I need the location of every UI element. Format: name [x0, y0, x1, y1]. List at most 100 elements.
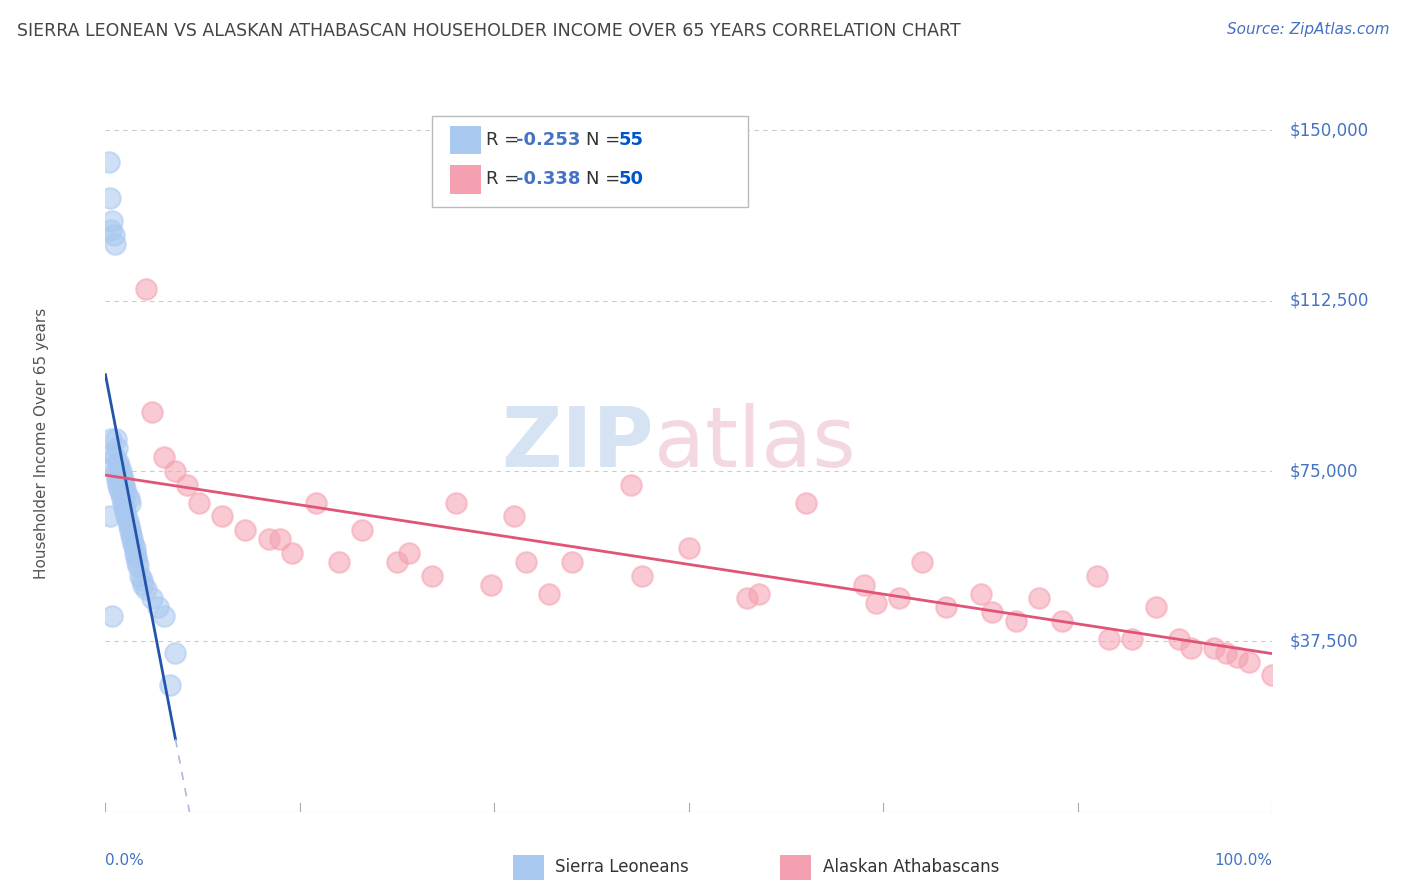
Point	[852, 577, 875, 591]
Point	[115, 509, 138, 524]
Point	[479, 577, 502, 591]
Point	[108, 459, 131, 474]
Point	[104, 464, 127, 478]
Point	[108, 482, 131, 496]
Point	[235, 523, 257, 537]
Point	[304, 496, 326, 510]
Point	[935, 600, 957, 615]
Point	[100, 223, 122, 237]
Point	[911, 555, 934, 569]
Point	[1028, 591, 1050, 606]
Point	[122, 537, 145, 551]
Text: 100.0%: 100.0%	[1215, 853, 1272, 868]
Text: -0.338: -0.338	[516, 170, 581, 188]
Point	[112, 500, 135, 515]
Point	[111, 473, 134, 487]
Point	[1098, 632, 1121, 646]
Point	[153, 609, 174, 624]
Point	[176, 477, 198, 491]
Point	[107, 455, 129, 469]
Point	[153, 450, 174, 465]
Point	[107, 477, 129, 491]
Point	[1004, 614, 1026, 628]
Point	[103, 459, 125, 474]
Point	[970, 587, 993, 601]
Point	[1226, 650, 1249, 665]
Text: R =: R =	[486, 170, 526, 188]
Point	[101, 609, 124, 624]
Point	[125, 555, 148, 569]
Point	[420, 568, 443, 582]
Text: ZIP: ZIP	[502, 403, 654, 484]
Point	[98, 192, 121, 206]
Point	[328, 555, 350, 569]
Point	[118, 491, 141, 506]
Point	[118, 523, 141, 537]
Point	[112, 477, 135, 491]
Point	[127, 559, 149, 574]
Point	[105, 468, 128, 483]
Point	[631, 568, 654, 582]
Point	[537, 587, 560, 601]
Point	[98, 509, 121, 524]
Point	[678, 541, 700, 556]
Point	[141, 405, 163, 419]
Point	[114, 482, 136, 496]
Point	[187, 496, 209, 510]
Point	[111, 491, 134, 506]
Point	[135, 282, 157, 296]
Point	[385, 555, 409, 569]
Point	[515, 555, 537, 569]
Point	[105, 442, 128, 456]
Point	[115, 487, 138, 501]
Point	[444, 496, 467, 510]
Point	[281, 546, 304, 560]
Point	[125, 550, 148, 565]
Point	[104, 450, 127, 465]
Point	[211, 509, 233, 524]
Point	[114, 505, 136, 519]
Point	[737, 591, 759, 606]
Text: 50: 50	[619, 170, 644, 188]
Text: atlas: atlas	[654, 403, 856, 484]
Text: $112,500: $112,500	[1289, 292, 1369, 310]
Point	[111, 496, 134, 510]
Text: $75,000: $75,000	[1289, 462, 1358, 480]
Point	[124, 546, 146, 560]
Point	[132, 577, 155, 591]
Point	[398, 546, 420, 560]
Point	[1215, 646, 1237, 660]
Point	[865, 596, 887, 610]
Point	[887, 591, 910, 606]
Point	[97, 155, 120, 169]
Point	[104, 432, 127, 446]
Point	[110, 464, 132, 478]
Point	[101, 446, 124, 460]
Point	[101, 214, 124, 228]
Point	[135, 582, 157, 596]
Point	[118, 496, 141, 510]
Text: R =: R =	[486, 131, 526, 149]
Text: Householder Income Over 65 years: Householder Income Over 65 years	[34, 308, 49, 580]
Text: -0.253: -0.253	[516, 131, 581, 149]
Point	[503, 509, 526, 524]
Point	[165, 464, 187, 478]
Point	[561, 555, 583, 569]
Point	[159, 677, 181, 691]
Point	[111, 468, 134, 483]
Text: N =: N =	[586, 170, 626, 188]
Point	[270, 532, 292, 546]
Point	[619, 477, 641, 491]
Text: N =: N =	[586, 131, 626, 149]
Point	[110, 487, 132, 501]
Point	[141, 591, 163, 606]
Text: $150,000: $150,000	[1289, 121, 1369, 139]
Point	[1052, 614, 1074, 628]
Point	[748, 587, 770, 601]
Point	[1087, 568, 1109, 582]
Point	[124, 541, 146, 556]
Point	[131, 573, 153, 587]
Point	[352, 523, 374, 537]
Text: SIERRA LEONEAN VS ALASKAN ATHABASCAN HOUSEHOLDER INCOME OVER 65 YEARS CORRELATIO: SIERRA LEONEAN VS ALASKAN ATHABASCAN HOU…	[17, 22, 960, 40]
Point	[117, 514, 139, 528]
